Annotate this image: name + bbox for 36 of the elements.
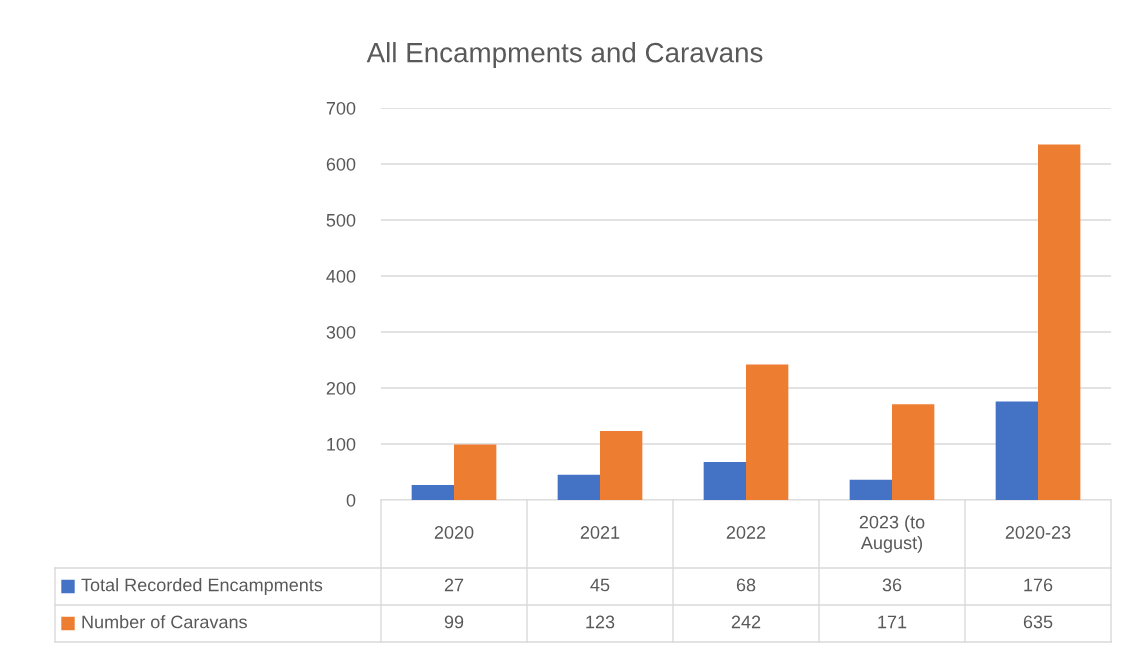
bar bbox=[557, 474, 600, 500]
data-label: 45 bbox=[590, 578, 610, 592]
x-tick-label: 2020-23 bbox=[1005, 526, 1071, 539]
data-label: 171 bbox=[878, 615, 907, 629]
y-tick-label: 400 bbox=[326, 269, 356, 283]
data-label: 176 bbox=[1024, 578, 1053, 592]
y-tick-label: 0 bbox=[346, 493, 356, 507]
chart-title: All Encampments and Caravans bbox=[366, 42, 763, 68]
legend-label: Number of Caravans bbox=[82, 615, 247, 629]
y-tick-label: 600 bbox=[326, 157, 356, 171]
bar bbox=[746, 364, 789, 500]
data-label: 242 bbox=[731, 615, 761, 629]
legend-label: Total Recorded Encampments bbox=[81, 578, 323, 595]
bar bbox=[995, 401, 1038, 500]
bar bbox=[703, 461, 746, 500]
data-label: 123 bbox=[586, 615, 615, 629]
y-tick-label: 100 bbox=[327, 437, 356, 451]
x-tick-label: 2023 (to August) bbox=[859, 515, 925, 553]
bar bbox=[600, 431, 643, 500]
y-tick-label: 200 bbox=[326, 381, 356, 395]
data-label: 635 bbox=[1023, 615, 1053, 629]
bar bbox=[1038, 144, 1081, 500]
y-tick-label: 700 bbox=[326, 101, 356, 115]
y-tick-label: 300 bbox=[326, 325, 356, 339]
x-tick-label: 2021 bbox=[580, 526, 620, 539]
bar bbox=[454, 444, 497, 500]
x-tick-label: 2020 bbox=[434, 526, 474, 539]
data-label: 99 bbox=[444, 615, 464, 629]
bar bbox=[849, 479, 892, 500]
bar bbox=[411, 484, 454, 500]
data-label: 36 bbox=[882, 578, 902, 592]
bar bbox=[892, 404, 935, 500]
data-label: 68 bbox=[736, 578, 756, 592]
y-tick-label: 500 bbox=[326, 213, 356, 227]
x-tick-label: 2022 bbox=[726, 526, 766, 539]
data-label: 27 bbox=[444, 578, 464, 592]
